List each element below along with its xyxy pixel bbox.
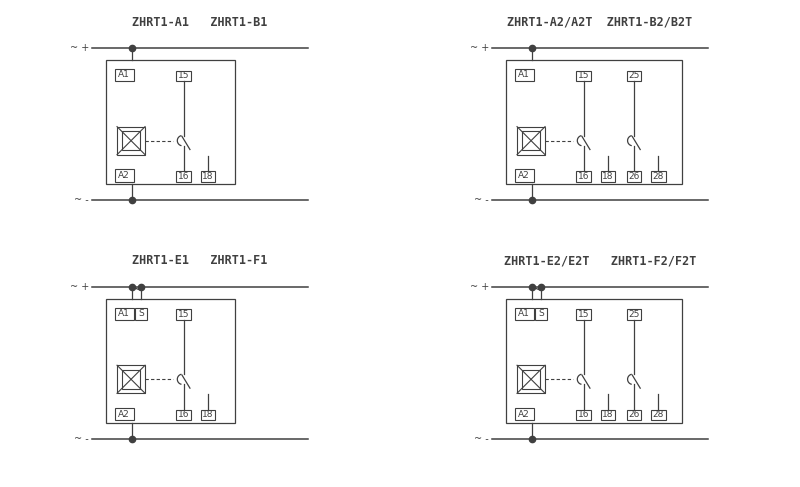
Text: A1: A1: [518, 309, 530, 318]
Text: ~ +: ~ +: [70, 43, 89, 53]
Text: 26: 26: [628, 411, 639, 419]
Text: 15: 15: [178, 71, 190, 80]
Text: A1: A1: [518, 71, 530, 79]
Text: S: S: [138, 309, 144, 318]
Text: A1: A1: [118, 71, 130, 79]
Text: 25: 25: [628, 310, 639, 319]
Text: A2: A2: [118, 410, 130, 419]
Text: 18: 18: [202, 172, 214, 181]
Text: ~ +: ~ +: [470, 43, 489, 53]
Text: 16: 16: [578, 411, 590, 419]
Text: 28: 28: [653, 172, 664, 181]
Text: ~ -: ~ -: [74, 195, 89, 205]
Text: ZHRT1-A1   ZHRT1-B1: ZHRT1-A1 ZHRT1-B1: [132, 16, 268, 29]
Text: 15: 15: [578, 310, 590, 319]
Text: ZHRT1-E1   ZHRT1-F1: ZHRT1-E1 ZHRT1-F1: [132, 254, 268, 267]
Text: ZHRT1-E2/E2T   ZHRT1-F2/F2T: ZHRT1-E2/E2T ZHRT1-F2/F2T: [504, 254, 696, 267]
Text: S: S: [538, 309, 544, 318]
Text: 18: 18: [602, 172, 614, 181]
Text: 25: 25: [628, 71, 639, 80]
Text: 18: 18: [602, 411, 614, 419]
Text: 16: 16: [578, 172, 590, 181]
Text: A2: A2: [118, 171, 130, 180]
Text: A1: A1: [118, 309, 130, 318]
Text: 15: 15: [578, 71, 590, 80]
Text: 28: 28: [653, 411, 664, 419]
Text: ZHRT1-A2/A2T  ZHRT1-B2/B2T: ZHRT1-A2/A2T ZHRT1-B2/B2T: [507, 16, 693, 29]
Text: ~ +: ~ +: [70, 282, 89, 292]
Text: 16: 16: [178, 411, 190, 419]
Text: 26: 26: [628, 172, 639, 181]
Text: ~ +: ~ +: [470, 282, 489, 292]
Text: ~ -: ~ -: [474, 195, 489, 205]
Text: ~ -: ~ -: [74, 434, 89, 444]
Text: 15: 15: [178, 310, 190, 319]
Text: ~ -: ~ -: [474, 434, 489, 444]
Text: 16: 16: [178, 172, 190, 181]
Text: A2: A2: [518, 171, 530, 180]
Text: 18: 18: [202, 411, 214, 419]
Text: A2: A2: [518, 410, 530, 419]
